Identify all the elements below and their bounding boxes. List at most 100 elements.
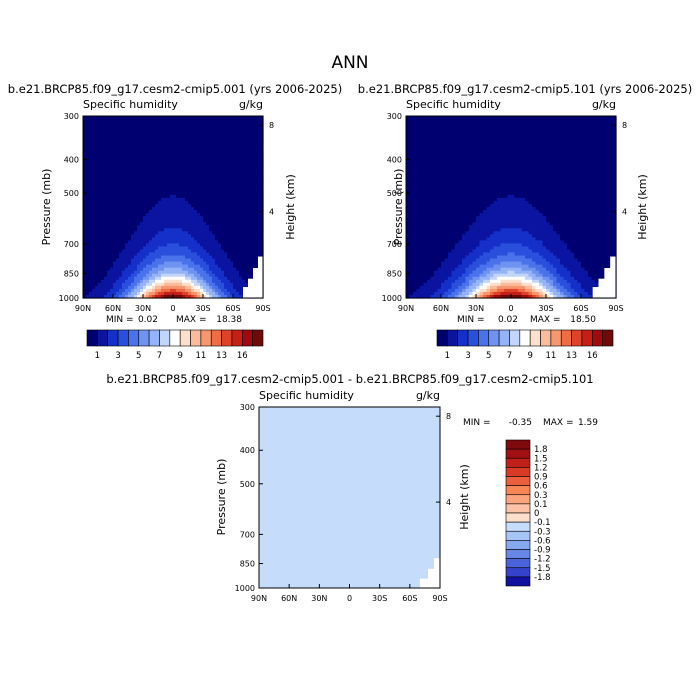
contour-cell [236, 273, 240, 278]
contour-cell [164, 122, 168, 126]
colorbar-swatch [128, 329, 140, 347]
contour-cell [83, 213, 87, 217]
contour-cell [200, 255, 204, 260]
contour-cell [257, 134, 261, 138]
contour-cell [233, 210, 237, 214]
contour-cell [581, 158, 586, 163]
contour-cell [122, 194, 126, 199]
contour-cell [560, 140, 565, 144]
contour-cell [206, 294, 210, 299]
contour-cell [479, 149, 484, 153]
contour-cell [182, 255, 186, 260]
contour-cell [110, 176, 114, 181]
contour-cell [86, 170, 90, 175]
contour-cell [490, 125, 495, 129]
contour-cell [185, 167, 189, 172]
contour-cell [83, 203, 87, 208]
contour-cell [260, 131, 264, 135]
contour-cell [197, 279, 201, 284]
contour-cell [239, 264, 243, 269]
contour-cell [182, 228, 186, 232]
contour-cell [221, 255, 225, 260]
contour-cell [486, 125, 491, 129]
contour-cell [239, 270, 243, 275]
contour-cell [89, 225, 93, 229]
contour-cell [507, 164, 512, 169]
contour-cell [203, 116, 207, 120]
contour-cell [416, 152, 421, 157]
contour-cell [152, 143, 156, 147]
contour-cell [598, 164, 603, 169]
contour-cell [113, 276, 117, 281]
contour-cell [143, 158, 147, 163]
contour-cell [221, 288, 225, 293]
contour-cell [170, 252, 174, 257]
contour-cell [251, 155, 255, 160]
contour-cell [161, 213, 165, 217]
contour-cell [173, 188, 177, 193]
contour-cell [497, 134, 502, 138]
contour-cell [532, 146, 537, 150]
contour-cell [137, 176, 141, 181]
contour-cell [257, 228, 261, 232]
contour-cell [455, 146, 460, 150]
contour-cell [257, 216, 261, 220]
contour-cell [158, 116, 162, 120]
contour-cell [137, 231, 141, 235]
contour-cell [251, 131, 255, 135]
contour-cell [113, 158, 117, 163]
contour-cell [242, 197, 246, 202]
contour-cell [206, 237, 210, 241]
contour-cell [98, 255, 102, 260]
contour-cell [104, 125, 108, 129]
contour-cell [200, 158, 204, 163]
contour-cell [170, 149, 174, 153]
contour-cell [92, 276, 96, 281]
contour-cell [245, 246, 249, 251]
contour-cell [131, 149, 135, 153]
contour-cell [179, 152, 183, 157]
contour-cell [539, 161, 544, 166]
contour-cell [134, 225, 138, 229]
contour-cell [242, 173, 246, 178]
contour-cell [116, 146, 120, 150]
contour-cell [581, 167, 586, 172]
panel-1-min-label: MIN = [106, 315, 134, 325]
contour-cell [598, 131, 603, 135]
contour-cell [158, 164, 162, 169]
colorbar-swatch [159, 329, 171, 347]
contour-cell [215, 191, 219, 196]
contour-cell [200, 246, 204, 251]
contour-cell [113, 285, 117, 290]
contour-cell [182, 128, 186, 132]
contour-cell [185, 240, 189, 244]
contour-cell [179, 116, 183, 120]
contour-cell [143, 137, 147, 141]
contour-cell [242, 216, 246, 220]
contour-cell [465, 137, 470, 141]
contour-cell [588, 170, 593, 175]
contour-cell [176, 176, 180, 181]
contour-cell [458, 146, 463, 150]
contour-cell [197, 294, 201, 299]
contour-cell [441, 167, 446, 172]
contour-cell [563, 125, 568, 129]
contour-cell [107, 207, 111, 211]
contour-cell [86, 270, 90, 275]
contour-cell [542, 119, 547, 123]
contour-cell [595, 170, 600, 175]
contour-cell [200, 155, 204, 160]
contour-cell [245, 207, 249, 211]
contour-cell [131, 267, 135, 272]
contour-cell [444, 137, 449, 141]
contour-cell [483, 176, 488, 181]
contour-cell [251, 194, 255, 199]
contour-cell [173, 131, 177, 135]
contour-cell [532, 143, 537, 147]
contour-cell [110, 182, 114, 187]
contour-cell [409, 125, 414, 129]
contour-cell [511, 170, 516, 175]
contour-cell [95, 249, 99, 254]
contour-cell [173, 210, 177, 214]
contour-cell [107, 249, 111, 254]
